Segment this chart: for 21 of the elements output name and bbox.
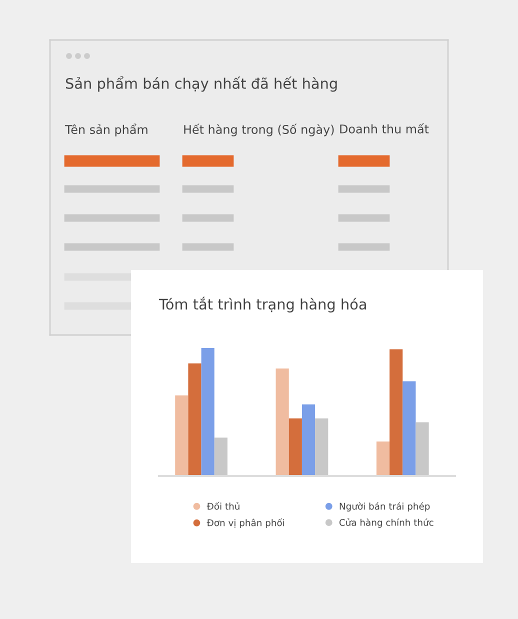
category-label: Hết hàng trong (Số ngày) — [184, 124, 334, 136]
category-label: Tên sản phẩm — [64, 124, 148, 136]
category-label: Doanh thu mất — [340, 123, 429, 134]
bar — [376, 441, 390, 476]
bar — [315, 418, 328, 476]
bar — [214, 438, 228, 476]
legend-label: Đối thủ — [206, 502, 240, 510]
text: Sản phẩm bán chạy nhất đã hết hàng — [66, 76, 337, 92]
bar — [402, 381, 416, 476]
legend-label: Cửa hàng chính thức — [339, 518, 434, 528]
legend-label: Đơn vị phân phối — [206, 518, 284, 528]
bar — [302, 404, 316, 476]
bar — [201, 348, 214, 476]
bar — [416, 422, 429, 476]
bar — [188, 363, 202, 476]
chart-title: Tóm tắt trình trạng hàng hóa — [158, 296, 366, 312]
bar — [390, 349, 403, 476]
bar — [276, 368, 289, 476]
bar — [175, 395, 188, 476]
legend-label: Người bán trái phép — [340, 502, 430, 512]
bar — [288, 418, 302, 476]
